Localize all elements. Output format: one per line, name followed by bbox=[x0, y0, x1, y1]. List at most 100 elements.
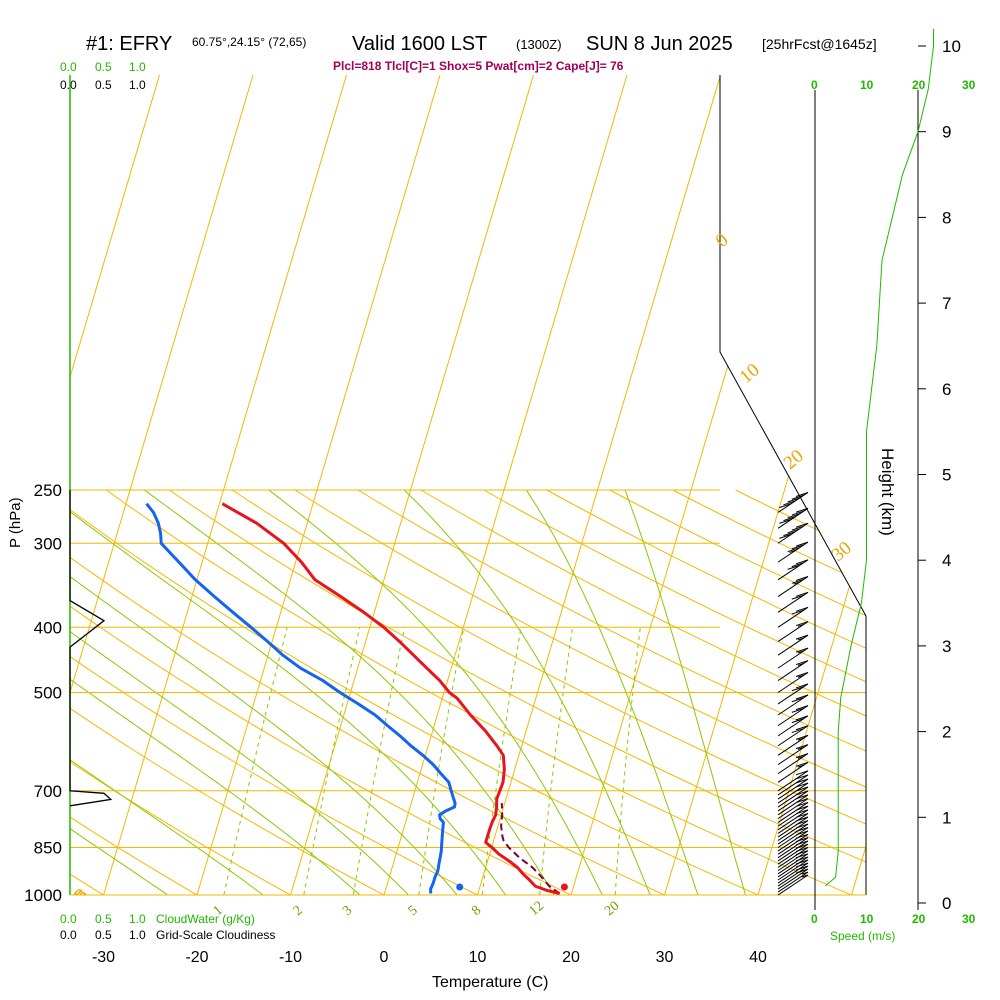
wind-barb bbox=[777, 874, 809, 896]
speed-axis-label: Speed (m/s) bbox=[830, 929, 895, 943]
wind-barb bbox=[777, 753, 809, 775]
wind-barb bbox=[777, 647, 809, 669]
isotherm-line bbox=[851, 75, 866, 895]
mixing-ratio-label: 20 bbox=[602, 899, 622, 919]
isotherm-line bbox=[664, 75, 866, 895]
y-axis-title: P (hPa) bbox=[7, 497, 24, 548]
wind-barb-flag bbox=[795, 753, 809, 759]
wind-barb-flag bbox=[795, 559, 809, 565]
wind-barb-half bbox=[789, 549, 796, 553]
wind-barb-staff bbox=[777, 843, 809, 865]
speed-profile bbox=[824, 28, 934, 887]
pressure-tick-label: 300 bbox=[34, 534, 62, 553]
wind-barb-staff bbox=[777, 859, 809, 881]
cloudwater-scale-top-2: 1.0 bbox=[129, 60, 146, 74]
wind-barb bbox=[777, 492, 809, 513]
wind-barb-flag bbox=[791, 494, 804, 500]
parcel-trace bbox=[500, 803, 561, 895]
mixing-ratio-label: 2 bbox=[291, 903, 306, 919]
cloudiness-scale-bottom-2: 1.0 bbox=[129, 928, 146, 942]
wind-barb bbox=[777, 705, 809, 727]
dry-adiabat-line bbox=[420, 489, 866, 895]
mixing-ratio-label: 8 bbox=[469, 903, 484, 919]
wind-barb-half bbox=[801, 871, 809, 875]
wind-barb bbox=[777, 672, 809, 693]
cloudwater-scale-bottom-1: 0.5 bbox=[95, 912, 112, 926]
wind-barb bbox=[777, 744, 809, 766]
wind-barb-staff bbox=[777, 798, 809, 820]
height-tick-label: 8 bbox=[942, 208, 951, 227]
wind-barb-half bbox=[797, 755, 804, 759]
cloudwater-scale-top-0: 0.0 bbox=[60, 60, 77, 74]
temperature-tick-label: 0 bbox=[380, 949, 389, 966]
moist-adiabat-line bbox=[144, 489, 563, 895]
wind-speed-profile bbox=[824, 28, 934, 887]
mixing-ratio-line bbox=[614, 627, 641, 895]
dry-adiabat-line bbox=[70, 489, 317, 895]
moist-adiabat-line bbox=[70, 489, 283, 895]
isotherm-line bbox=[477, 75, 721, 895]
dry-adiabat-line bbox=[70, 489, 507, 895]
height-tick-label: 9 bbox=[942, 123, 951, 142]
dry-adiabat-line bbox=[106, 489, 866, 895]
speed-scale-bottom-2: 20 bbox=[912, 912, 926, 926]
moist-adiabat-line bbox=[525, 489, 704, 895]
forecast-date: SUN 8 Jun 2025 bbox=[586, 33, 733, 55]
wind-barb-flag bbox=[791, 562, 804, 568]
temperature-tick-label: -30 bbox=[92, 949, 115, 966]
dry-adiabat-label: 20 bbox=[780, 446, 808, 474]
cloud-profiles bbox=[69, 490, 113, 807]
dry-adiabat-line bbox=[987, 490, 1000, 909]
wind-barb-staff bbox=[777, 778, 809, 800]
height-tick-label: 4 bbox=[942, 551, 951, 570]
wind-barb-flag bbox=[787, 528, 800, 534]
wind-barb-flag bbox=[779, 533, 792, 539]
wind-barb-flag bbox=[795, 774, 809, 780]
speed-scale-bottom-0: 0 bbox=[811, 912, 818, 926]
wind-barb-half bbox=[797, 737, 804, 741]
wind-barb bbox=[777, 522, 809, 544]
wind-barb-flag bbox=[787, 497, 800, 503]
wind-barb-staff bbox=[777, 868, 809, 890]
wind-barb-staff bbox=[777, 856, 809, 878]
x-axis-title: Temperature (C) bbox=[432, 974, 548, 991]
forecast-info: [25hrFcst@1645z] bbox=[762, 36, 877, 52]
wind-barb-flag bbox=[795, 744, 809, 750]
mixing-ratio-label: 3 bbox=[340, 903, 355, 919]
wind-barb-flag bbox=[795, 576, 809, 581]
temperature-tick-label: -10 bbox=[279, 949, 302, 966]
wind-barb bbox=[777, 634, 809, 656]
wind-barb-flag bbox=[795, 541, 809, 547]
wind-barb-flag bbox=[795, 705, 809, 711]
wind-barb bbox=[777, 694, 809, 716]
dry-adiabat-line bbox=[169, 489, 866, 895]
wind-barb-staff bbox=[777, 813, 809, 834]
cloudiness-scale-bottom-1: 0.5 bbox=[95, 928, 112, 942]
isotherm-line bbox=[70, 75, 160, 895]
cloudiness-scale-top-0: 0.0 bbox=[60, 78, 77, 92]
wind-barb-staff bbox=[777, 865, 809, 887]
mixing-ratio-label: 12 bbox=[527, 899, 547, 919]
wind-barb bbox=[777, 541, 809, 563]
wind-barb-staff bbox=[777, 853, 809, 875]
height-tick-label: 1 bbox=[942, 808, 951, 827]
wind-barb-staff bbox=[777, 774, 809, 796]
temperature-tick-label: 20 bbox=[562, 949, 580, 966]
wind-barb-flag bbox=[791, 544, 804, 550]
height-tick-label: 5 bbox=[942, 466, 951, 485]
height-tick-label: 2 bbox=[942, 723, 951, 742]
wind-barb bbox=[777, 778, 809, 800]
cloudwater-scale-bottom-2: 1.0 bbox=[129, 912, 146, 926]
moist-adiabat-line bbox=[70, 489, 470, 895]
wind-barb-staff bbox=[777, 827, 809, 848]
wind-barb bbox=[777, 868, 809, 890]
isotherm-label: 10 bbox=[69, 886, 91, 908]
cloudiness-scale-bottom-0: 0.0 bbox=[60, 928, 77, 942]
moist-adiabat-line bbox=[70, 489, 423, 895]
wind-barb-flag bbox=[795, 492, 809, 497]
dry-adiabat-line bbox=[70, 489, 696, 895]
dry-adiabat-label: 10 bbox=[736, 360, 764, 388]
wind-barb-flag bbox=[795, 507, 809, 513]
wind-barb-flag bbox=[795, 621, 809, 627]
wind-barb-half bbox=[797, 764, 804, 768]
